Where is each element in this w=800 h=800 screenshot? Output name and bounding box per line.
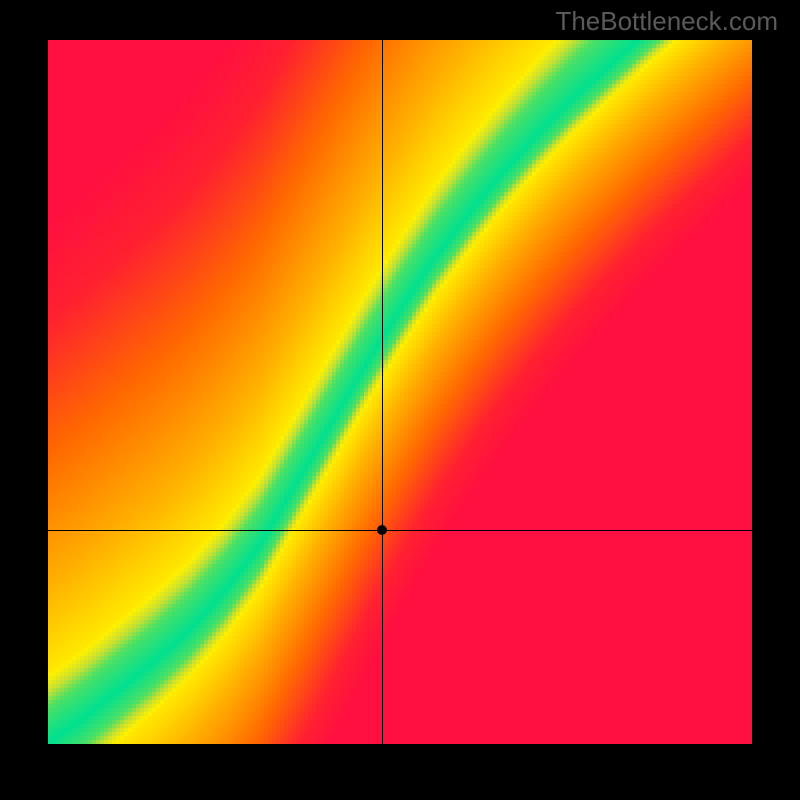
watermark-text: TheBottleneck.com <box>555 6 778 37</box>
heatmap-canvas <box>48 40 752 744</box>
crosshair-horizontal <box>48 530 752 531</box>
marker-dot <box>377 525 387 535</box>
chart-container: TheBottleneck.com <box>0 0 800 800</box>
heatmap-plot <box>48 40 752 744</box>
crosshair-vertical <box>382 40 383 744</box>
